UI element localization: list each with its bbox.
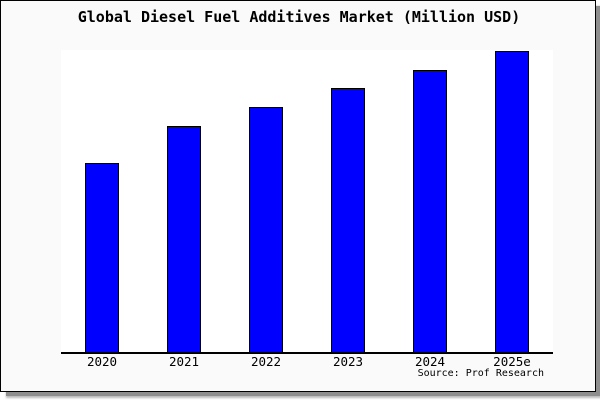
x-tick-label-2020: 2020 (86, 354, 118, 369)
bar-2025e (495, 51, 529, 352)
x-tick-label-2022: 2022 (250, 354, 282, 369)
source-caption: Source: Prof Research (417, 368, 544, 379)
x-tick-label-2021: 2021 (168, 354, 200, 369)
bar-2020 (85, 163, 119, 352)
plot-area (61, 50, 553, 354)
x-tick-label-2025e: 2025e (493, 354, 531, 369)
x-tick-label-2023: 2023 (332, 354, 364, 369)
chart-frame: Global Diesel Fuel Additives Market (Mil… (0, 0, 596, 392)
chart-title: Global Diesel Fuel Additives Market (Mil… (77, 8, 521, 26)
bar-slot (143, 50, 225, 352)
bar-slot (61, 50, 143, 352)
bar-slot (307, 50, 389, 352)
x-tick-label-2024: 2024 (414, 354, 446, 369)
x-axis-labels: 2020 2021 2022 2023 2024 2025e (61, 355, 553, 369)
bar-2024 (413, 70, 447, 352)
bar-slot (225, 50, 307, 352)
bar-2023 (331, 88, 365, 352)
bar-slot (471, 50, 553, 352)
bar-2022 (249, 107, 283, 352)
bar-2021 (167, 126, 201, 352)
bar-slot (389, 50, 471, 352)
